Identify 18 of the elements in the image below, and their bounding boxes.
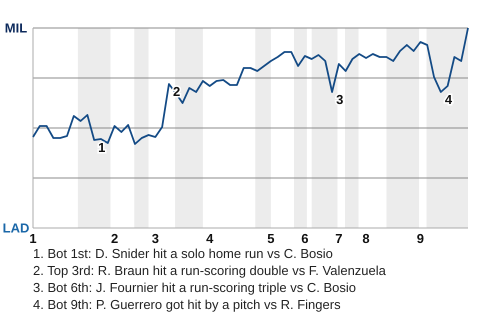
text: 1. Bot 1st: D. Snider hit a solo home run vs C. Bosio bbox=[33, 246, 333, 261]
annotation: 3 bbox=[336, 92, 344, 107]
x-tick-label: 7 bbox=[335, 231, 342, 246]
x-tick-label: 6 bbox=[301, 231, 308, 246]
text: 2. Top 3rd: R. Braun hit a run-scoring double vs F. Valenzuela bbox=[33, 263, 387, 278]
x-tick-label: 4 bbox=[206, 231, 214, 246]
x-tick-label: 3 bbox=[152, 231, 159, 246]
x-tick-label: 9 bbox=[416, 231, 424, 246]
text: MIL bbox=[4, 20, 28, 36]
x-tick-label: 2 bbox=[110, 231, 118, 246]
x-tick-label: 8 bbox=[362, 231, 370, 246]
annotation: 4 bbox=[444, 92, 453, 107]
text: LAD bbox=[2, 220, 30, 236]
annotation: 1 bbox=[98, 140, 106, 155]
text: 4. Bot 9th: P. Guerrero got hit by a pitch vs R. Fingers bbox=[33, 297, 342, 312]
text: 3. Bot 6th: J. Fournier hit a run-scoring triple vs C. Bosio bbox=[33, 280, 356, 295]
x-tick-label: 1 bbox=[29, 231, 37, 246]
x-tick-label: 5 bbox=[267, 231, 275, 246]
